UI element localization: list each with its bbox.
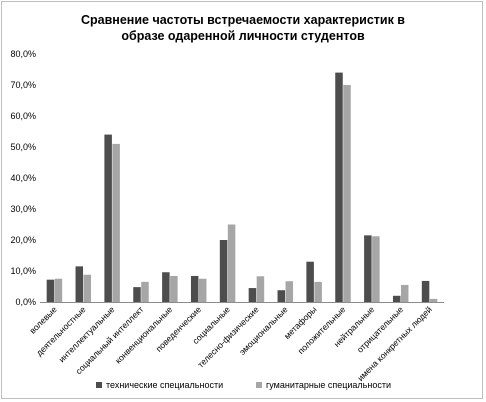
bar-technical xyxy=(421,280,430,302)
legend-label-humanities: гуманитарные специальности xyxy=(266,380,391,390)
bar-humanities xyxy=(372,236,380,302)
bar-technical xyxy=(190,275,199,302)
bars xyxy=(46,72,438,302)
legend-label-technical: технические специальности xyxy=(106,380,223,390)
bar-humanities xyxy=(429,298,438,302)
bar-humanities xyxy=(227,224,236,302)
legend-swatch-humanities xyxy=(256,382,262,388)
bar-humanities xyxy=(285,281,294,302)
bar-technical xyxy=(392,295,401,302)
bar-humanities xyxy=(400,284,409,302)
bar-technical xyxy=(364,235,372,302)
bar-technical xyxy=(46,279,55,302)
bar-technical xyxy=(162,272,170,302)
bar-humanities xyxy=(54,278,63,302)
chart-title-line-2: образе одаренной личности студентов xyxy=(121,29,365,43)
bar-technical xyxy=(277,290,286,302)
legend: технические специальности гуманитарные с… xyxy=(96,380,391,390)
bar-humanities xyxy=(141,281,149,302)
bar-technical xyxy=(219,240,228,302)
y-tick-label: 20,0% xyxy=(10,235,36,245)
bar-technical xyxy=(133,287,141,302)
bar-technical xyxy=(306,261,314,302)
y-tick-label: 0,0% xyxy=(15,297,36,307)
y-tick-label: 80,0% xyxy=(10,49,36,59)
y-tick-label: 10,0% xyxy=(10,266,36,276)
bar-technical xyxy=(75,266,84,302)
y-tick-label: 40,0% xyxy=(10,173,36,183)
bar-humanities xyxy=(343,85,351,302)
legend-swatch-technical xyxy=(96,382,102,388)
bar-technical xyxy=(104,134,112,302)
y-tick-label: 30,0% xyxy=(10,204,36,214)
bar-technical xyxy=(335,72,343,302)
bar-humanities xyxy=(170,275,178,302)
bar-humanities xyxy=(83,274,92,302)
y-tick-label: 60,0% xyxy=(10,111,36,121)
y-tick-label: 70,0% xyxy=(10,80,36,90)
x-axis: волевыедеятельностныеинтеллектуальныесоц… xyxy=(27,302,444,383)
chart-title-line-1: Сравнение частоты встречаемости характер… xyxy=(81,13,405,27)
bar-humanities xyxy=(314,281,322,302)
bar-humanities xyxy=(112,143,120,302)
bar-humanities xyxy=(256,276,265,302)
bar-technical xyxy=(248,288,257,302)
bar-humanities xyxy=(198,278,207,302)
x-tick-label: деятельностные xyxy=(34,304,88,358)
y-axis: 0,0% 10,0% 20,0% 30,0% 40,0% 50,0% 60,0% 70,0% 8… xyxy=(10,49,36,307)
y-tick-label: 50,0% xyxy=(10,142,36,152)
